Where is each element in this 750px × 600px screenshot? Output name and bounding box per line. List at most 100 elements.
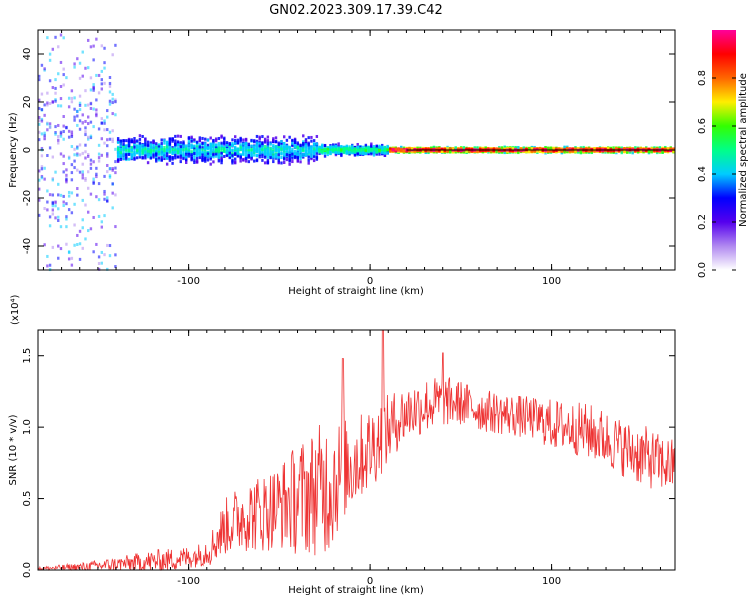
heatmap-cell bbox=[206, 146, 210, 150]
heatmap-cell bbox=[337, 142, 340, 146]
heatmap-cell bbox=[323, 154, 327, 158]
heatmap-cell bbox=[106, 196, 109, 200]
heatmap-cell bbox=[386, 145, 389, 149]
heatmap-cell bbox=[133, 157, 136, 161]
heatmap-cell bbox=[315, 156, 319, 160]
heatmap-cell bbox=[111, 168, 114, 172]
heatmap-cell bbox=[244, 159, 248, 163]
colorbar: 0.0 0.2 0.4 0.6 0.8 Normalized spectral ampl… bbox=[697, 30, 749, 278]
heatmap-cell bbox=[54, 78, 57, 82]
heatmap-cell bbox=[263, 155, 267, 159]
heatmap-cell bbox=[312, 145, 316, 149]
heatmap-cell bbox=[274, 153, 278, 157]
heatmap-cell bbox=[239, 145, 242, 149]
heatmap-cell bbox=[103, 192, 106, 196]
heatmap-cell bbox=[65, 217, 68, 221]
heatmap-cell bbox=[280, 140, 283, 144]
heatmap-cell bbox=[372, 153, 376, 157]
heatmap-cell bbox=[549, 149, 553, 153]
heatmap-cell bbox=[272, 145, 275, 149]
heatmap-cell bbox=[272, 160, 275, 164]
heatmap-cell bbox=[217, 156, 221, 160]
heatmap-cell bbox=[285, 158, 289, 162]
heatmap-cell bbox=[206, 152, 210, 156]
heatmap-cell bbox=[146, 153, 150, 157]
heatmap-cell bbox=[43, 133, 46, 137]
heatmap-cell bbox=[168, 149, 172, 153]
heatmap-cell bbox=[106, 163, 109, 167]
heatmap-cell bbox=[323, 144, 327, 148]
heatmap-cell bbox=[231, 143, 234, 147]
heatmap-cell bbox=[130, 145, 133, 149]
heatmap-cell bbox=[136, 144, 139, 148]
heatmap-cell bbox=[38, 115, 41, 119]
heatmap-cell bbox=[642, 150, 645, 154]
heatmap-cell bbox=[451, 147, 455, 151]
heatmap-cell bbox=[416, 146, 419, 150]
heatmap-cell bbox=[530, 146, 534, 150]
heatmap-cell bbox=[122, 139, 125, 143]
heatmap-cell bbox=[62, 73, 65, 77]
heatmap-cell bbox=[165, 150, 169, 154]
heatmap-cell bbox=[639, 147, 643, 151]
heatmap-cell bbox=[155, 157, 158, 161]
heatmap-cell bbox=[152, 155, 155, 159]
snr-frame bbox=[37, 329, 676, 571]
heatmap-cell bbox=[95, 112, 98, 116]
heatmap-cell bbox=[647, 150, 651, 154]
heatmap-cell bbox=[359, 151, 362, 155]
heatmap-cell bbox=[283, 135, 286, 139]
heatmap-cell bbox=[587, 149, 591, 153]
heatmap-cell bbox=[73, 62, 76, 66]
heatmap-cell bbox=[261, 135, 264, 139]
heatmap-cell bbox=[111, 191, 114, 195]
heatmap-cell bbox=[92, 83, 95, 87]
heatmap-cell bbox=[299, 143, 302, 147]
heatmap-cell bbox=[119, 142, 123, 146]
heatmap-cell bbox=[127, 140, 131, 144]
heatmap-cell bbox=[108, 84, 112, 88]
heatmap-cell bbox=[195, 156, 199, 160]
heatmap-cell bbox=[195, 149, 199, 153]
heatmap-cell bbox=[351, 146, 354, 150]
heatmap-cell bbox=[239, 139, 242, 143]
heatmap-cell bbox=[299, 160, 302, 164]
heatmap-cell bbox=[310, 139, 313, 143]
heatmap-cell bbox=[636, 150, 640, 154]
heatmap-cell bbox=[155, 153, 158, 157]
heatmap-cell bbox=[234, 152, 237, 156]
heatmap-cell bbox=[201, 143, 204, 147]
heatmap-cell bbox=[138, 149, 142, 153]
heatmap-cell bbox=[125, 148, 128, 152]
heatmap-cell bbox=[402, 146, 406, 150]
heatmap-cell bbox=[114, 98, 117, 102]
heatmap-cell bbox=[133, 143, 136, 147]
heatmap-cell bbox=[307, 136, 310, 140]
heatmap-cell bbox=[277, 150, 280, 154]
heatmap-cell bbox=[386, 151, 389, 155]
heatmap-cell bbox=[204, 156, 207, 160]
heatmap-cell bbox=[46, 101, 49, 105]
heatmap-cell bbox=[361, 152, 365, 156]
heatmap-cell bbox=[307, 150, 310, 154]
heatmap-cell bbox=[451, 150, 455, 154]
heatmap-cell bbox=[168, 141, 172, 145]
heatmap-cell bbox=[155, 151, 158, 155]
heatmap-cell bbox=[296, 153, 300, 157]
heatmap-cell bbox=[299, 157, 302, 161]
heatmap-cell bbox=[81, 170, 84, 174]
heatmap-cell bbox=[332, 149, 335, 153]
heatmap-cell bbox=[95, 114, 98, 118]
heatmap-cell bbox=[198, 156, 202, 160]
heatmap-cell bbox=[250, 152, 253, 156]
heatmap-cell bbox=[119, 151, 123, 155]
heatmap-cell bbox=[214, 137, 218, 141]
heatmap-cell bbox=[100, 44, 104, 48]
heatmap-cell bbox=[106, 144, 109, 148]
heatmap-cell bbox=[209, 136, 212, 140]
heatmap-cell bbox=[78, 61, 82, 65]
heatmap-cell bbox=[81, 198, 84, 202]
heatmap-cell bbox=[228, 141, 231, 145]
heatmap-cell bbox=[253, 147, 256, 151]
heatmap-cell bbox=[190, 145, 193, 149]
